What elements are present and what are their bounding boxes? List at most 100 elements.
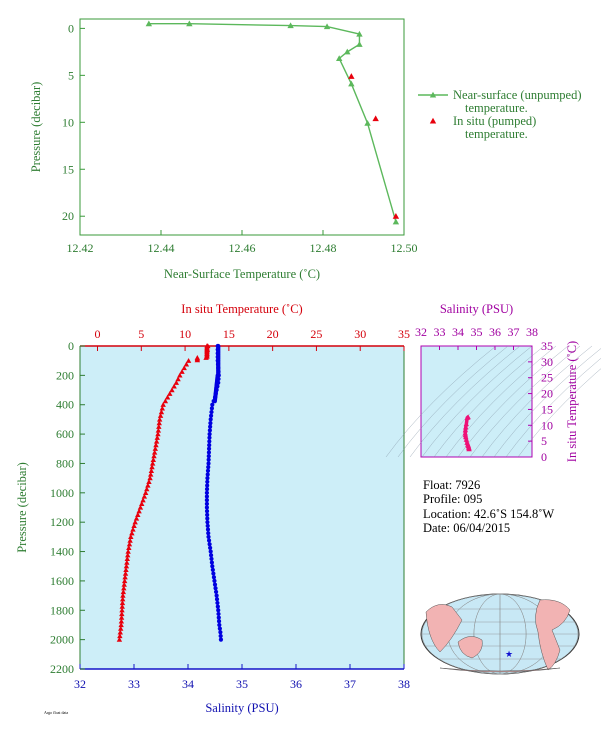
data-point-temperature xyxy=(149,464,155,470)
data-point-temperature xyxy=(122,570,129,576)
x2-tick-label: 5 xyxy=(138,327,144,341)
data-point-temperature xyxy=(158,409,165,415)
data-point-temperature xyxy=(118,614,125,620)
x-axis-label: Near-Surface Temperature (˚C) xyxy=(164,267,320,281)
y-tick-label: 2200 xyxy=(50,662,74,676)
inset-y-tick-label: 5 xyxy=(541,434,547,448)
data-point-salinity xyxy=(211,571,216,576)
data-point-in-situ xyxy=(392,213,400,219)
data-point-salinity xyxy=(205,512,210,517)
inset-y-tick-label: 20 xyxy=(541,387,553,401)
data-point-salinity xyxy=(206,538,212,543)
x-tick-label: 35 xyxy=(236,677,248,691)
data-point-salinity xyxy=(209,409,214,415)
map-landmass-americas xyxy=(535,599,571,671)
date: Date: 06/04/2015 xyxy=(423,521,510,535)
y-tick-label: 1600 xyxy=(50,574,74,588)
data-point-temperature xyxy=(131,523,137,529)
legend-label-near-surface: Near-surface (unpumped) temperature. xyxy=(453,88,582,115)
data-point-salinity xyxy=(212,582,218,587)
data-point-salinity xyxy=(217,626,222,631)
data-point-salinity xyxy=(214,593,219,598)
data-point-near-surface xyxy=(145,20,153,27)
inset-y-tick-label: 25 xyxy=(541,371,553,385)
inset-x-tick-label: 33 xyxy=(434,325,446,339)
data-point-salinity xyxy=(204,498,209,503)
data-point-temperature xyxy=(183,361,190,367)
location: Location: 42.6˚S 154.8˚W xyxy=(423,507,554,521)
data-point-temperature xyxy=(128,534,134,540)
data-point-salinity xyxy=(208,417,213,422)
data-point-temperature xyxy=(148,471,154,477)
data-point-temperature xyxy=(121,581,127,587)
data-point-temperature xyxy=(125,552,131,558)
data-point-salinity xyxy=(205,483,210,488)
data-point-temperature xyxy=(156,420,162,426)
y-tick-label: 15 xyxy=(62,162,74,176)
density-contour xyxy=(469,345,581,458)
data-point-temperature xyxy=(135,512,141,518)
data-point-temperature xyxy=(121,585,127,591)
data-point-salinity xyxy=(218,633,223,639)
data-point-salinity xyxy=(214,597,220,602)
data-point-temperature xyxy=(153,438,160,444)
data-point-in-situ xyxy=(372,115,379,122)
data-point-temperature xyxy=(169,387,175,393)
data-point-salinity xyxy=(207,431,212,437)
data-point-temperature xyxy=(154,435,160,440)
data-point-salinity xyxy=(205,479,210,484)
footer-note: Argo float data xyxy=(44,710,68,715)
x2-tick-label: 30 xyxy=(354,327,366,341)
data-point-temperature xyxy=(120,592,126,598)
inset-x-tick-label: 36 xyxy=(489,325,501,339)
data-point-salinity xyxy=(209,556,214,561)
data-point-salinity xyxy=(216,611,221,617)
data-point-salinity xyxy=(204,487,210,492)
data-point-temperature xyxy=(118,622,124,628)
float-info: Float: 7926 Profile: 095 Location: 42.6˚… xyxy=(423,478,554,535)
x2-tick-label: 10 xyxy=(179,327,191,341)
data-point-salinity xyxy=(204,509,210,514)
data-point-temperature xyxy=(119,600,126,606)
density-contour xyxy=(481,345,593,458)
y-tick-label: 600 xyxy=(56,427,74,441)
data-point-salinity xyxy=(207,428,212,433)
x2-tick-label: 0 xyxy=(95,327,101,341)
data-point-temperature xyxy=(123,567,129,573)
near-surface-chart: 12.42 12.44 12.46 12.48 12.50 0 5 10 15 20 Near-Su… xyxy=(29,18,418,281)
data-point-temperature xyxy=(156,424,162,429)
data-point-temperature xyxy=(173,380,180,385)
data-point-in-situ xyxy=(348,73,355,79)
data-point-temperature xyxy=(171,383,177,389)
y-tick-label: 2000 xyxy=(50,633,74,647)
data-point-temperature xyxy=(148,468,155,473)
legend-marker-near-surface xyxy=(429,91,437,98)
data-point-salinity xyxy=(206,454,211,459)
y-tick-label: 1800 xyxy=(50,603,74,617)
data-point-temperature xyxy=(146,479,152,484)
density-contour xyxy=(445,345,557,458)
inset-x-tick-label: 37 xyxy=(508,325,520,339)
data-point-salinity xyxy=(206,465,211,470)
data-point-salinity xyxy=(206,461,211,466)
float-id: Float: 7926 xyxy=(423,478,480,492)
data-point-temperature xyxy=(133,515,140,521)
data-point-salinity xyxy=(213,586,218,591)
data-point-temperature xyxy=(119,607,125,613)
y-tick-label: 200 xyxy=(56,368,74,382)
data-point-salinity xyxy=(207,435,212,440)
data-point-salinity xyxy=(205,520,210,525)
series-line-near-surface xyxy=(148,22,397,223)
data-point-temperature xyxy=(167,391,173,396)
data-point-salinity xyxy=(204,490,209,495)
y-tick-label: 400 xyxy=(56,398,74,412)
data-point-temperature xyxy=(156,416,163,422)
data-point-salinity xyxy=(206,534,211,539)
density-contour xyxy=(433,345,545,458)
inset-x-tick-label: 35 xyxy=(471,325,483,339)
data-point-salinity xyxy=(208,420,213,426)
data-point-temperature xyxy=(142,490,149,495)
y-tick-label: 1400 xyxy=(50,545,74,559)
data-point-temperature xyxy=(162,398,169,404)
